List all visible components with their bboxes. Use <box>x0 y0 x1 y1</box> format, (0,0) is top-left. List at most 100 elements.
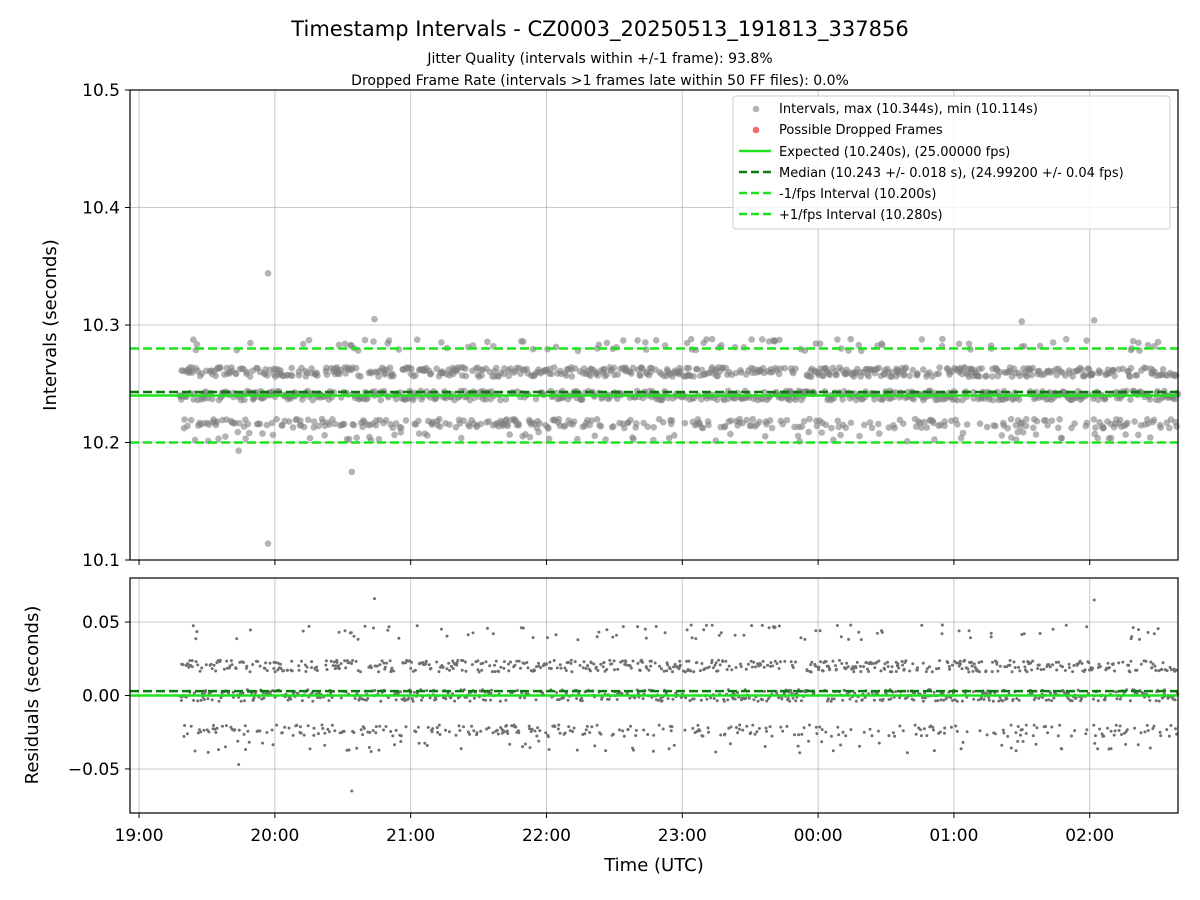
interval-point <box>1023 415 1030 423</box>
residual-point <box>1085 625 1089 629</box>
legend-label-minus-fps: -1/fps Interval (10.200s) <box>779 187 936 202</box>
residual-point <box>666 663 670 667</box>
residual-point <box>1070 734 1073 738</box>
residual-point <box>847 637 851 641</box>
residual-point <box>487 726 491 730</box>
residual-point <box>194 637 198 641</box>
residual-point <box>485 727 489 731</box>
interval-point <box>1029 364 1036 372</box>
residual-point <box>273 670 277 674</box>
residual-point <box>615 698 619 701</box>
residual-point <box>506 732 510 735</box>
interval-point <box>1094 434 1101 442</box>
residual-point <box>673 662 677 666</box>
interval-point <box>189 369 196 376</box>
interval-point <box>477 420 485 428</box>
residual-point <box>456 659 460 662</box>
residual-point <box>661 727 665 731</box>
interval-point <box>1049 339 1057 346</box>
interval-point <box>545 435 553 443</box>
residual-point <box>605 628 609 632</box>
residual-point <box>607 697 611 701</box>
residual-point <box>660 699 664 703</box>
residual-point <box>463 660 467 664</box>
residual-point <box>813 664 817 668</box>
residual-point <box>331 664 335 668</box>
intervals-y-tick-label: 10.1 <box>82 551 120 571</box>
residual-point <box>1057 660 1061 664</box>
residual-point <box>726 698 730 702</box>
residual-point <box>646 733 650 736</box>
residual-point <box>602 661 606 664</box>
residual-point <box>765 729 768 733</box>
residual-point <box>749 659 753 663</box>
residual-point <box>399 740 403 743</box>
interval-point <box>1131 418 1138 425</box>
interval-point <box>963 421 971 428</box>
residual-point <box>484 698 488 702</box>
interval-point <box>386 364 394 372</box>
interval-point <box>579 396 586 404</box>
residual-point <box>1005 697 1009 701</box>
interval-point <box>1124 419 1131 427</box>
residual-point <box>494 659 498 663</box>
residual-point <box>378 724 382 728</box>
residual-point <box>1034 742 1038 746</box>
residual-point <box>800 699 803 703</box>
residual-point <box>1160 667 1164 671</box>
residual-point <box>831 749 835 753</box>
interval-point <box>493 364 500 372</box>
residual-point <box>471 631 475 635</box>
residual-point <box>272 667 276 670</box>
residual-point <box>555 666 559 670</box>
residuals-y-tick-label: 0.05 <box>82 613 120 633</box>
residual-point <box>987 698 991 702</box>
residual-point <box>397 636 401 640</box>
residual-point <box>335 660 339 664</box>
residual-point <box>1138 637 1141 641</box>
interval-point <box>910 395 918 403</box>
interval-point <box>415 417 422 425</box>
interval-point <box>382 417 390 424</box>
residual-point <box>773 625 777 629</box>
residual-point <box>237 728 241 732</box>
residual-point <box>862 665 866 669</box>
interval-point <box>976 420 984 428</box>
residual-point <box>889 697 893 701</box>
residual-point <box>834 664 837 668</box>
residual-point <box>976 698 980 702</box>
interval-point <box>939 335 946 343</box>
residual-point <box>1024 723 1028 727</box>
interval-point <box>1022 422 1030 430</box>
residual-point <box>1009 746 1013 750</box>
residual-point <box>739 662 742 666</box>
residual-point <box>688 699 692 703</box>
residual-point <box>712 697 716 700</box>
interval-point <box>536 420 544 427</box>
residual-point <box>632 748 635 752</box>
residual-point <box>1108 666 1111 669</box>
residual-point <box>1056 734 1060 738</box>
residual-point <box>315 669 319 672</box>
residual-point <box>342 729 346 733</box>
residual-point <box>611 732 615 736</box>
interval-point <box>954 396 961 404</box>
x-tick-label: 00:00 <box>794 826 843 846</box>
residual-point <box>931 725 935 729</box>
residual-point <box>403 699 407 703</box>
residual-point <box>786 696 790 700</box>
residual-point <box>337 667 341 671</box>
residual-point <box>303 663 307 667</box>
residual-point <box>233 728 237 732</box>
residual-point <box>749 731 753 735</box>
residual-point <box>308 747 312 751</box>
residual-point <box>1019 733 1022 737</box>
interval-point <box>1032 431 1040 438</box>
residual-point <box>1066 691 1070 695</box>
residual-point <box>848 697 852 701</box>
interval-point <box>1007 415 1015 423</box>
interval-point <box>308 365 315 372</box>
residual-point <box>615 633 618 637</box>
residual-point <box>434 697 438 701</box>
residual-point <box>289 697 293 701</box>
